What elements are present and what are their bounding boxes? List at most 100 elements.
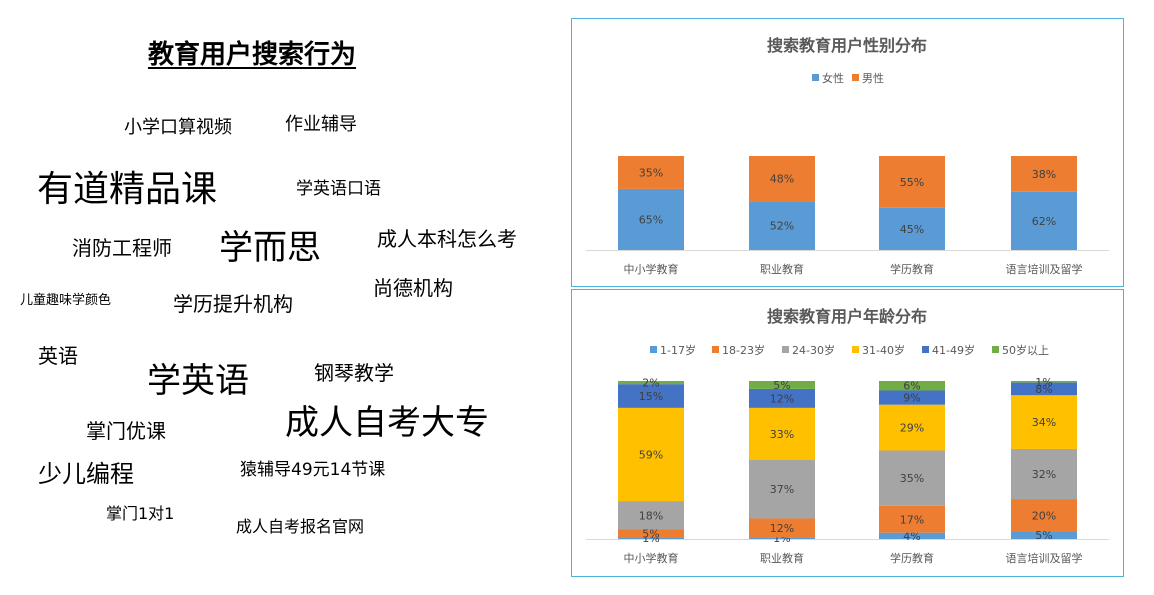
data-label: 18% [639, 509, 663, 522]
legend-swatch [992, 346, 999, 353]
age-chart-panel: 搜索教育用户年龄分布 1-17岁 18-23岁 24-30岁 31-40岁 41-49岁 5… [571, 289, 1124, 577]
bar-segment [749, 518, 815, 538]
legend-swatch [852, 346, 859, 353]
bar-segment [1011, 156, 1077, 192]
bar-segment [618, 407, 684, 502]
data-label: 6% [903, 380, 920, 393]
category-label: 语言培训及留学 [1006, 551, 1083, 565]
bar-segment [618, 529, 684, 538]
data-label: 59% [639, 448, 663, 461]
data-label: 5% [1035, 529, 1052, 542]
cloud-word: 消防工程师 [72, 236, 172, 260]
cloud-word: 尚德机构 [373, 276, 453, 300]
data-label: 35% [900, 472, 924, 485]
category-label: 中小学教育 [624, 262, 679, 276]
category-label: 中小学教育 [624, 551, 679, 565]
category-label: 学历教育 [890, 551, 934, 565]
legend-swatch [812, 74, 819, 81]
cloud-word: 掌门优课 [86, 419, 166, 443]
cloud-word: 学而思 [219, 228, 321, 268]
data-label: 5% [773, 379, 790, 392]
legend-swatch [712, 346, 719, 353]
legend-label: 31-40岁 [862, 343, 905, 357]
data-label: 34% [1032, 416, 1056, 429]
bar-segment [1011, 531, 1077, 539]
data-label: 5% [642, 527, 659, 540]
cloud-word: 少儿编程 [38, 460, 134, 488]
bar-segment [879, 156, 945, 208]
bar-segment [618, 537, 684, 539]
bar-segment [749, 388, 815, 408]
bar-segment [879, 207, 945, 250]
category-label: 职业教育 [760, 551, 804, 565]
data-label: 9% [903, 392, 920, 405]
bar-segment [749, 460, 815, 519]
data-label: 12% [770, 392, 794, 405]
cloud-word: 小学口算视频 [124, 117, 232, 138]
bar-segment [1011, 381, 1077, 383]
data-label: 55% [900, 176, 924, 189]
data-label: 38% [1032, 168, 1056, 181]
data-label: 8% [1035, 383, 1052, 396]
bar-segment [618, 384, 684, 408]
cloud-word: 学英语 [147, 361, 249, 401]
cloud-word: 儿童趣味学颜色 [20, 293, 112, 308]
data-label: 48% [770, 173, 794, 186]
cloud-word: 作业辅导 [285, 114, 357, 135]
chart-title: 搜索教育用户年龄分布 [767, 307, 927, 326]
data-label: 1% [1035, 376, 1052, 389]
cloud-word: 有道精品课 [37, 169, 218, 210]
data-label: 62% [1032, 215, 1056, 228]
cloud-word: 成人自考大专 [285, 403, 489, 443]
bar-segment [749, 201, 815, 250]
cloud-word: 成人自考报名官网 [236, 517, 365, 536]
legend-swatch [782, 346, 789, 353]
data-label: 65% [639, 213, 663, 226]
legend-label: 50岁以上 [1002, 343, 1049, 357]
cloud-word: 学英语口语 [296, 179, 381, 199]
data-label: 35% [639, 166, 663, 179]
legend-label: 女性 [822, 71, 844, 85]
bar-segment [749, 537, 815, 539]
bar-segment [618, 381, 684, 385]
cloud-word: 成人本科怎么考 [377, 227, 517, 251]
legend-label: 1-17岁 [660, 343, 696, 357]
legend-label: 41-49岁 [932, 343, 975, 357]
cloud-word: 英语 [38, 344, 78, 368]
data-label: 12% [770, 522, 794, 535]
legend-swatch [922, 346, 929, 353]
bar-segment [879, 532, 945, 539]
cloud-word: 钢琴教学 [314, 361, 394, 385]
data-label: 33% [770, 428, 794, 441]
category-label: 职业教育 [760, 262, 804, 276]
legend-swatch [852, 74, 859, 81]
bar-segment [879, 390, 945, 405]
data-label: 45% [900, 223, 924, 236]
bar-segment [879, 381, 945, 391]
word-cloud-title: 教育用户搜索行为 [148, 40, 357, 70]
chart-title: 搜索教育用户性别分布 [767, 36, 927, 55]
bar-segment [749, 407, 815, 460]
bar-segment [618, 156, 684, 189]
bar-segment [618, 188, 684, 250]
data-label: 32% [1032, 468, 1056, 481]
bar-segment [1011, 382, 1077, 396]
category-label: 语言培训及留学 [1006, 262, 1083, 276]
bar-segment [1011, 499, 1077, 532]
bar-segment [618, 501, 684, 530]
bar-segment [1011, 191, 1077, 250]
data-label: 29% [900, 422, 924, 435]
legend-label: 18-23岁 [722, 343, 765, 357]
bar-segment [879, 450, 945, 506]
legend-swatch [650, 346, 657, 353]
bar-segment [749, 156, 815, 202]
cloud-word: 掌门1对1 [106, 504, 175, 523]
data-label: 37% [770, 483, 794, 496]
category-label: 学历教育 [890, 262, 934, 276]
cloud-word: 猿辅导49元14节课 [240, 460, 386, 480]
data-label: 52% [770, 220, 794, 233]
legend-label: 男性 [862, 71, 884, 85]
data-label: 17% [900, 513, 924, 526]
cloud-word: 学历提升机构 [173, 292, 293, 316]
